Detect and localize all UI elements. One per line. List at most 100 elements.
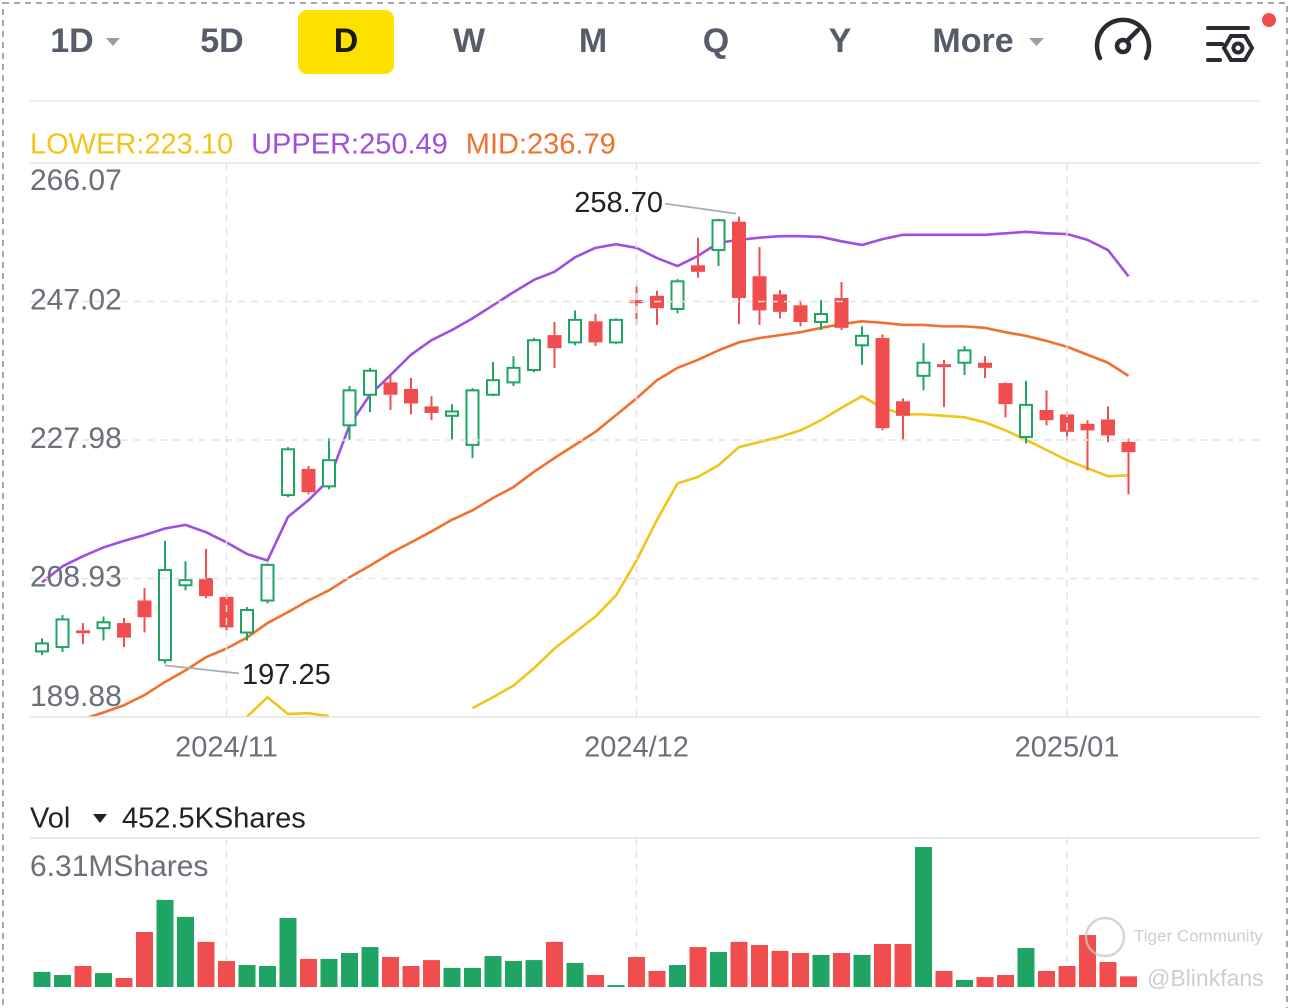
candle-body bbox=[834, 298, 849, 328]
candle-body bbox=[240, 608, 254, 634]
x-tick-label: 2024/11 bbox=[175, 732, 278, 764]
watermark-text: Tiger Community bbox=[1134, 926, 1263, 945]
candle-body bbox=[219, 596, 234, 628]
candle-body bbox=[486, 379, 500, 396]
tab[interactable]: More bbox=[932, 22, 1013, 60]
volume-bar bbox=[197, 941, 215, 987]
volume-bar bbox=[1038, 970, 1055, 987]
candle-body bbox=[752, 276, 767, 311]
tab[interactable]: M bbox=[579, 22, 607, 60]
volume-bar bbox=[505, 961, 522, 987]
volume-bar bbox=[443, 967, 461, 987]
tab[interactable]: Y bbox=[829, 22, 852, 60]
candle-body bbox=[342, 389, 357, 427]
tab-caret bbox=[1029, 38, 1044, 46]
band-line bbox=[41, 230, 1130, 584]
volume-bar bbox=[751, 944, 768, 987]
tab[interactable]: 1D bbox=[50, 22, 93, 60]
high-annotation: 258.70 bbox=[574, 187, 663, 219]
volume-bar bbox=[669, 965, 686, 987]
candle-body bbox=[55, 618, 70, 649]
x-tick-label: 2025/01 bbox=[1015, 732, 1120, 764]
volume-bar bbox=[771, 950, 789, 987]
band-line bbox=[85, 319, 1130, 717]
volume-bar bbox=[1058, 965, 1076, 987]
candle-body bbox=[998, 383, 1013, 405]
speed-icon[interactable] bbox=[1094, 17, 1152, 61]
volume-bar bbox=[464, 967, 481, 987]
candle-body bbox=[547, 335, 562, 349]
candle-body bbox=[691, 265, 705, 272]
volume-bar bbox=[115, 978, 133, 987]
volume-bar bbox=[833, 952, 850, 987]
candle-body bbox=[76, 630, 90, 634]
tab-caret bbox=[106, 38, 120, 46]
volume-bar bbox=[997, 974, 1014, 987]
y-tick-label: 227.98 bbox=[30, 422, 122, 455]
volume-bar bbox=[1079, 935, 1096, 987]
volume-bar bbox=[525, 960, 543, 987]
candle-body bbox=[260, 563, 275, 602]
volume-bar bbox=[259, 965, 276, 987]
volume-bar bbox=[54, 974, 71, 987]
candle-body bbox=[363, 369, 377, 396]
y-tick-label: 208.93 bbox=[30, 560, 122, 593]
candle-body bbox=[1080, 423, 1095, 431]
volume-bar bbox=[648, 970, 666, 987]
tab[interactable]: 5D bbox=[200, 22, 243, 60]
volume-bar bbox=[484, 956, 502, 987]
volume-bar bbox=[976, 977, 994, 987]
band-line bbox=[246, 394, 1129, 717]
candle-body bbox=[1121, 441, 1136, 453]
volume-bar bbox=[894, 944, 912, 987]
volume-bar bbox=[792, 952, 809, 987]
volume-bar bbox=[156, 899, 174, 987]
candle-body bbox=[322, 459, 336, 488]
volume-title: Vol bbox=[30, 803, 70, 835]
legend-entry: UPPER:250.49 bbox=[251, 129, 448, 161]
candle-body bbox=[629, 300, 644, 304]
tab[interactable]: W bbox=[453, 22, 486, 60]
volume-bar bbox=[935, 970, 953, 987]
candle-body bbox=[814, 313, 828, 324]
volume-bar bbox=[689, 947, 707, 987]
candle-body bbox=[793, 305, 808, 323]
selected-tab-pill bbox=[298, 10, 394, 74]
volume-bar bbox=[402, 965, 420, 987]
volume-bar bbox=[1099, 961, 1117, 987]
volume-bar bbox=[300, 958, 317, 987]
volume-current: 452.5KShares bbox=[122, 803, 306, 835]
candle-body bbox=[465, 389, 480, 446]
volume-bar bbox=[74, 965, 92, 987]
volume-bar bbox=[361, 947, 379, 987]
volume-bar bbox=[95, 973, 112, 987]
volume-bar bbox=[607, 985, 625, 987]
candle-body bbox=[1019, 403, 1033, 438]
y-tick-label: 189.88 bbox=[30, 680, 122, 713]
candle-body bbox=[35, 642, 49, 653]
volume-bar bbox=[238, 965, 256, 987]
low-annotation: 197.25 bbox=[242, 659, 331, 691]
y-tick-label: 266.07 bbox=[30, 164, 122, 197]
candle-body bbox=[281, 448, 295, 497]
volume-caret[interactable] bbox=[93, 814, 107, 823]
tab[interactable]: Q bbox=[703, 22, 729, 60]
volume-bar bbox=[587, 974, 604, 987]
watermark-logo bbox=[1084, 916, 1126, 958]
candle-body bbox=[875, 338, 890, 429]
tab[interactable]: D bbox=[334, 22, 359, 60]
candle-body bbox=[301, 468, 316, 493]
volume-bar bbox=[915, 846, 932, 987]
candle-body bbox=[158, 568, 172, 662]
legend-entry: MID:236.79 bbox=[466, 129, 616, 161]
candle-body bbox=[588, 321, 603, 343]
volume-bar bbox=[1017, 948, 1035, 987]
candle-body bbox=[137, 600, 152, 618]
y-tick-label: 247.02 bbox=[30, 283, 122, 316]
volume-bar bbox=[320, 958, 338, 987]
candle-body bbox=[424, 406, 439, 413]
volume-bar bbox=[382, 957, 399, 987]
settings-icon[interactable] bbox=[1206, 26, 1255, 62]
volume-bar bbox=[279, 918, 297, 987]
